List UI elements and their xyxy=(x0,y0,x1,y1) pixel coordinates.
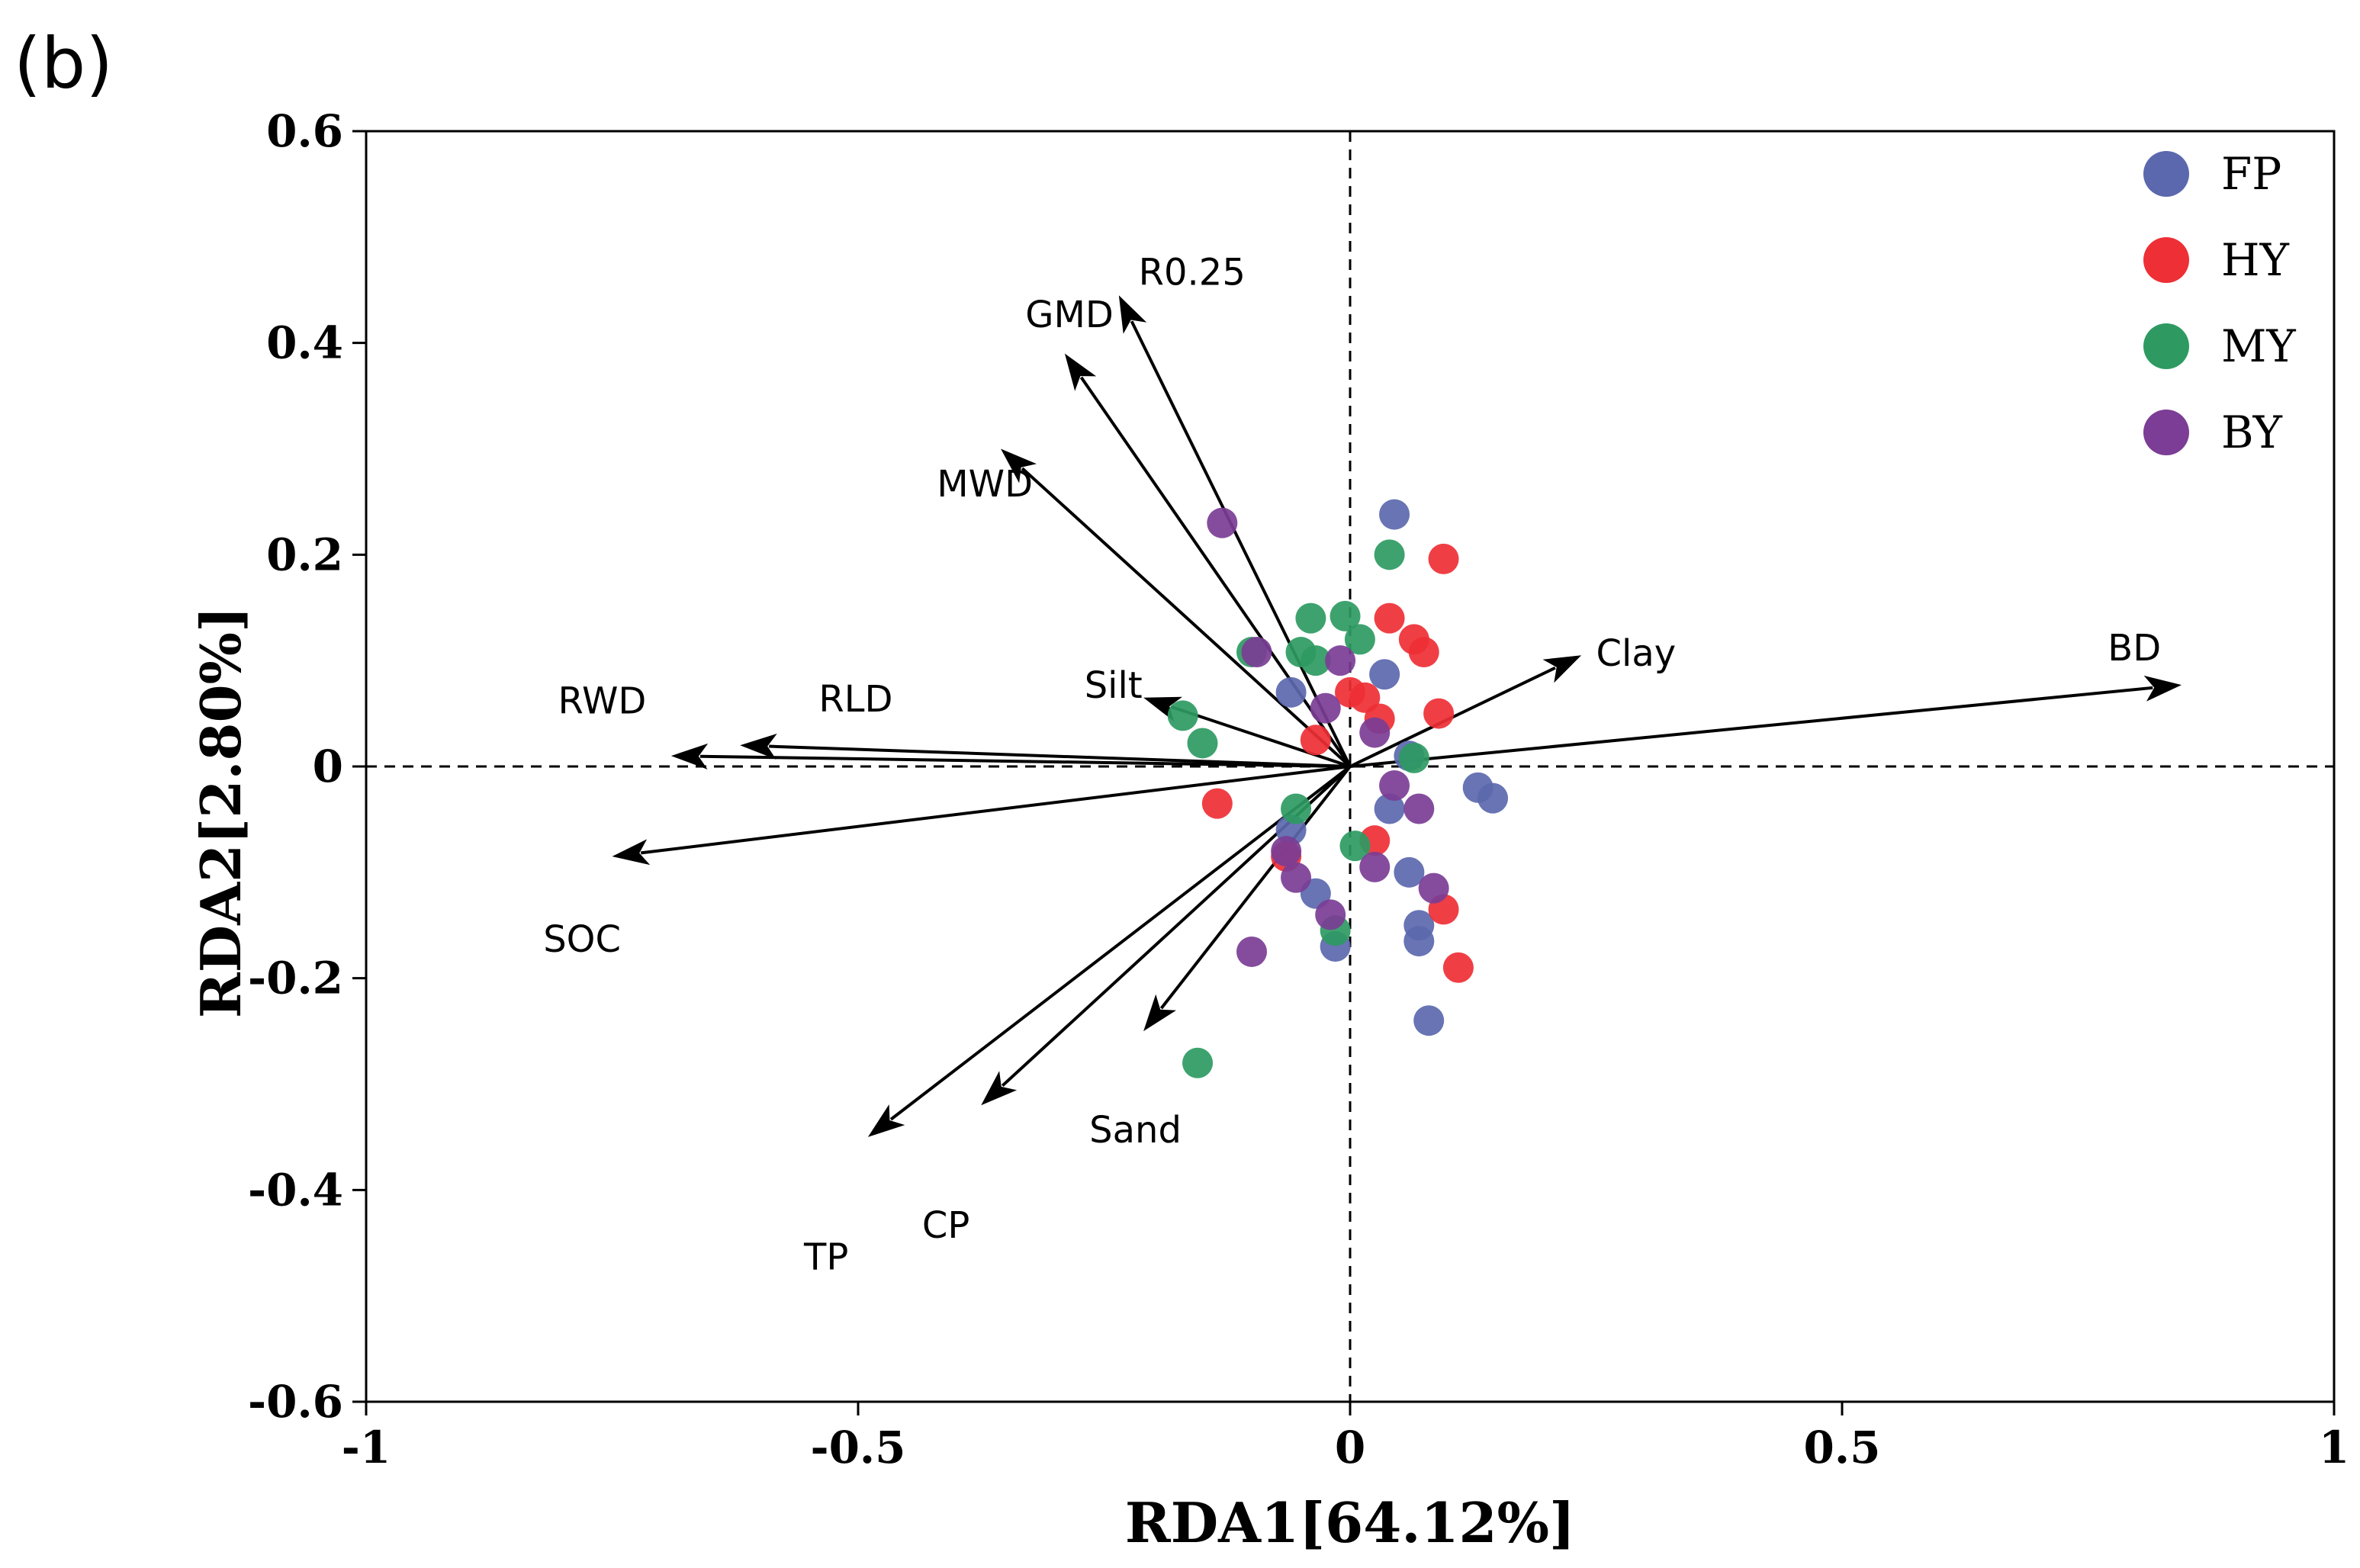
arrow-label: BD xyxy=(2108,627,2161,670)
point-hy xyxy=(1374,602,1405,634)
y-tick-label: 0.6 xyxy=(266,105,343,157)
point-hy xyxy=(1423,698,1455,729)
point-by xyxy=(1241,637,1272,668)
point-my xyxy=(1398,742,1429,773)
legend-marker-hy xyxy=(2143,237,2189,283)
x-tick-label: 0.5 xyxy=(1804,1422,1881,1473)
arrow-rld xyxy=(740,733,1351,768)
point-my xyxy=(1167,700,1198,731)
arrow-bd xyxy=(1349,675,2182,768)
x-tick-label: -0.5 xyxy=(811,1422,906,1473)
point-my xyxy=(1339,831,1371,862)
axis-ticks: -1 -0.5 0 0.5 1 -0.6 -0.4 -0.2 0 0.2 0.4 0.6 xyxy=(248,105,2349,1473)
legend-label-hy: HY xyxy=(2221,234,2290,286)
legend-label-my: MY xyxy=(2221,320,2296,372)
legend-marker-my xyxy=(2143,323,2189,369)
point-fp xyxy=(1394,856,1425,888)
arrow-label: SOC xyxy=(543,918,621,961)
point-by xyxy=(1379,770,1410,801)
point-my xyxy=(1344,624,1375,655)
legend: FP HY MY BY xyxy=(2143,148,2296,458)
legend-marker-fp xyxy=(2143,151,2189,197)
loading-arrows: R0.25 GMD MWD Silt RLD RWD SOC TP CP Sand Clay BD xyxy=(543,251,2182,1278)
point-my xyxy=(1187,728,1218,759)
point-my xyxy=(1182,1047,1214,1078)
point-fp xyxy=(1374,793,1405,824)
y-tick-label: 0.4 xyxy=(266,317,343,369)
arrow-sand xyxy=(1143,765,1352,1032)
point-hy xyxy=(1442,952,1474,983)
arrow-label: GMD xyxy=(1025,294,1114,336)
point-fp xyxy=(1379,499,1410,530)
point-fp xyxy=(1403,926,1435,957)
x-tick-label: 1 xyxy=(2319,1422,2349,1473)
point-my xyxy=(1374,539,1405,570)
y-tick-label: 0.2 xyxy=(266,529,343,580)
legend-label-fp: FP xyxy=(2221,148,2281,200)
arrow-label: RLD xyxy=(818,678,892,721)
arrow-tp xyxy=(867,765,1352,1137)
y-axis-title: RDA2[2.80%] xyxy=(188,606,253,1018)
y-tick-label: -0.4 xyxy=(248,1164,343,1216)
point-hy xyxy=(1349,682,1381,713)
point-fp xyxy=(1413,1005,1445,1036)
arrow-label: RWD xyxy=(558,680,647,723)
y-tick-label: -0.2 xyxy=(248,953,343,1004)
sample-points xyxy=(1167,499,1509,1078)
arrow-label: CP xyxy=(922,1204,969,1247)
y-tick-label: -0.6 xyxy=(248,1376,343,1428)
x-tick-label: -1 xyxy=(342,1422,391,1473)
point-fp xyxy=(1275,676,1307,708)
point-by xyxy=(1315,899,1346,930)
point-hy xyxy=(1428,543,1459,574)
point-fp xyxy=(1369,659,1400,690)
point-my xyxy=(1330,600,1361,631)
point-hy xyxy=(1300,725,1331,756)
arrow-label: TP xyxy=(803,1235,848,1278)
arrow-silt xyxy=(1143,696,1351,768)
point-by xyxy=(1281,862,1312,893)
arrow-label: Clay xyxy=(1596,632,1677,675)
legend-label-by: BY xyxy=(2221,406,2283,458)
point-by xyxy=(1325,645,1356,676)
point-by xyxy=(1310,692,1341,724)
arrow-label: Sand xyxy=(1089,1109,1182,1152)
x-axis-title: RDA1[64.12%] xyxy=(1125,1490,1575,1555)
point-by xyxy=(1359,717,1391,748)
point-by xyxy=(1403,793,1435,824)
arrow-soc xyxy=(612,765,1351,866)
point-my xyxy=(1300,645,1331,676)
arrow-mwd xyxy=(1001,448,1352,768)
point-by xyxy=(1207,507,1238,538)
point-my xyxy=(1295,602,1326,634)
arrow-rwd xyxy=(670,743,1351,770)
point-by xyxy=(1418,872,1449,904)
arrow-gmd xyxy=(1064,353,1352,768)
point-by xyxy=(1236,936,1267,967)
legend-marker-by xyxy=(2143,410,2189,455)
point-by xyxy=(1359,851,1391,882)
arrow-label: MWD xyxy=(937,463,1033,506)
point-my xyxy=(1281,793,1312,824)
point-hy xyxy=(1408,637,1439,668)
point-by xyxy=(1271,836,1302,867)
arrow-label: R0.25 xyxy=(1139,251,1246,294)
arrow-r025 xyxy=(1118,295,1352,767)
y-tick-label: 0 xyxy=(313,741,343,792)
panel-label: (b) xyxy=(14,23,113,104)
x-tick-label: 0 xyxy=(1335,1422,1365,1473)
point-hy xyxy=(1201,788,1233,819)
point-fp xyxy=(1477,782,1509,814)
arrow-label: Silt xyxy=(1085,664,1143,707)
reference-lines xyxy=(366,131,2334,1402)
